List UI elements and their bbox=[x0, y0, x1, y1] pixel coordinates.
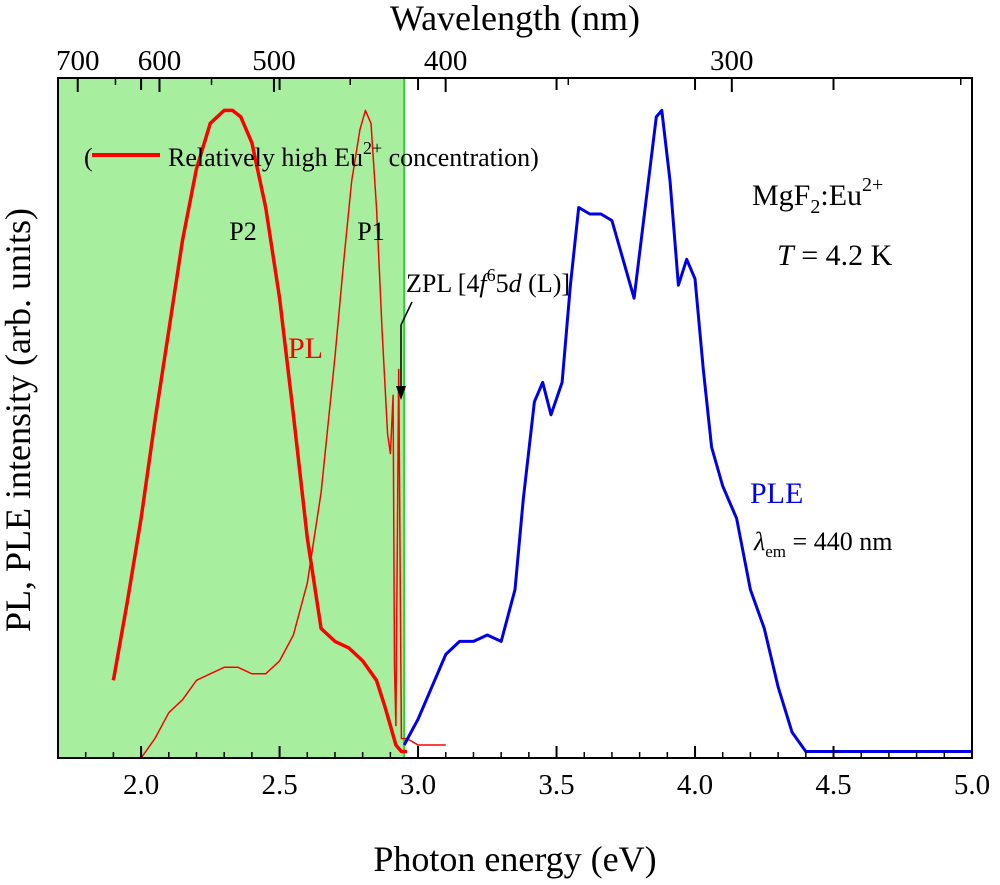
series-layer bbox=[111, 108, 972, 758]
x2-axis-title: Wavelength (nm) bbox=[390, 0, 640, 38]
x-tick-label: 3.0 bbox=[400, 769, 436, 801]
lambda-em-label: λem = 440 nm bbox=[753, 527, 892, 561]
y-axis-title: PL, PLE intensity (arb. units) bbox=[0, 208, 38, 632]
x2-tick-label: 400 bbox=[424, 45, 468, 77]
plot-frame bbox=[57, 77, 973, 759]
series-line-0 bbox=[111, 108, 407, 754]
x-tick-label: 2.0 bbox=[123, 769, 159, 801]
legend-open-paren: ( bbox=[84, 143, 93, 172]
series-line-2 bbox=[402, 108, 972, 753]
ple-label: PLE bbox=[750, 477, 803, 510]
emission-region-highlight bbox=[58, 78, 405, 758]
x2-tick-label: 300 bbox=[710, 45, 754, 77]
x2-tick-label: 700 bbox=[56, 45, 100, 77]
x-tick-label: 5.0 bbox=[954, 769, 990, 801]
x-tick-label: 2.5 bbox=[261, 769, 297, 801]
zpl-arrow-head bbox=[396, 386, 406, 400]
p2-label: P2 bbox=[229, 217, 256, 246]
x-axis-title: Photon energy (eV) bbox=[373, 839, 656, 879]
sample-label: MgF2:Eu2+ bbox=[752, 174, 883, 218]
p1-label: P1 bbox=[357, 217, 384, 246]
legend-label: Relatively high Eu2+ concentration) bbox=[168, 138, 539, 172]
x-tick-label: 3.5 bbox=[538, 769, 574, 801]
x2-tick-label: 600 bbox=[138, 45, 182, 77]
x-tick-label: 4.0 bbox=[677, 769, 713, 801]
pl-label: PL bbox=[288, 332, 323, 365]
temperature-label: T = 4.2 K bbox=[777, 239, 893, 272]
series-line-1 bbox=[140, 109, 446, 758]
zpl-label: ZPL [4f65d (L)] bbox=[406, 265, 570, 298]
x-tick-label: 4.5 bbox=[815, 769, 851, 801]
legend: ( Relatively high Eu2+ concentration) bbox=[84, 138, 539, 172]
zpl-leader bbox=[400, 301, 413, 326]
x2-tick-label: 500 bbox=[252, 45, 296, 77]
ticks-layer: 2.0 2.5 3.0 3.5 4.0 4.5 5.0 700 600 500 400 300 bbox=[56, 45, 990, 801]
